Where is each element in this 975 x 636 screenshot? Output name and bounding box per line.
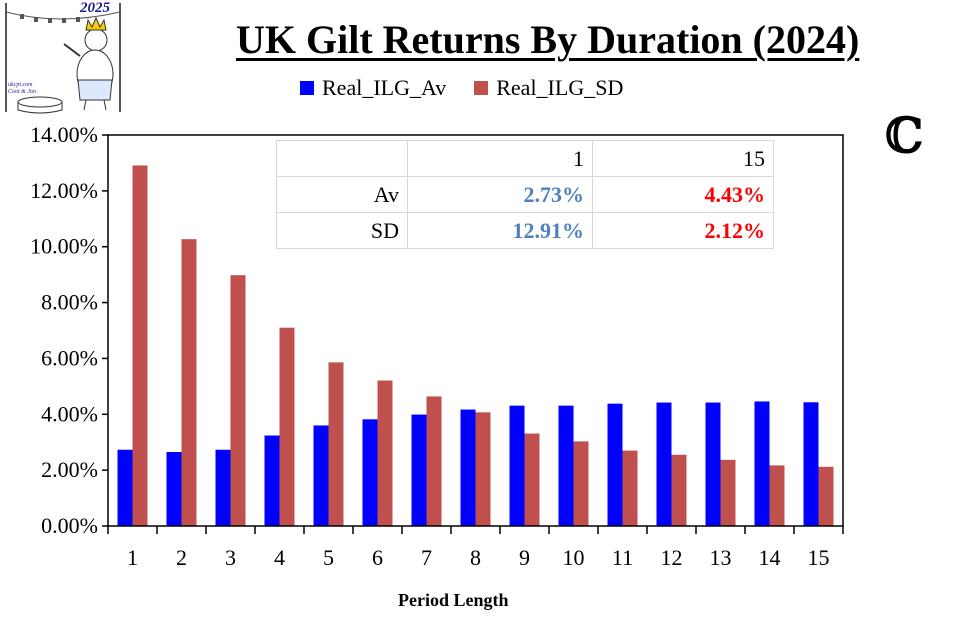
x-tick-label: 12 [661, 545, 683, 570]
bar-av-14 [755, 401, 770, 526]
x-tick-label: 4 [274, 545, 285, 570]
x-tick-label: 5 [323, 545, 334, 570]
bar-av-12 [657, 403, 672, 526]
bar-sd-11 [623, 451, 638, 526]
bar-av-2 [167, 452, 182, 526]
bar-av-8 [461, 410, 476, 526]
bar-sd-7 [427, 396, 442, 526]
bar-av-7 [412, 415, 427, 526]
bar-sd-3 [231, 275, 246, 526]
bar-sd-13 [721, 460, 736, 526]
x-tick-label: 14 [759, 545, 781, 570]
y-tick-label: 0.00% [41, 513, 98, 538]
bar-sd-9 [525, 434, 540, 526]
x-tick-label: 7 [421, 545, 432, 570]
bar-sd-6 [378, 380, 393, 526]
bar-sd-15 [819, 467, 834, 526]
bar-sd-4 [280, 328, 295, 526]
bar-sd-12 [672, 455, 687, 526]
bar-av-3 [216, 450, 231, 526]
bar-av-11 [608, 404, 623, 526]
bar-sd-2 [182, 239, 197, 526]
x-tick-label: 13 [710, 545, 732, 570]
stats-av-1: 2.73% [408, 177, 593, 213]
stats-header-1: 1 [408, 141, 593, 177]
stats-row-av: Av 2.73% 4.43% [277, 177, 774, 213]
y-tick-label: 6.00% [41, 345, 98, 370]
bar-av-5 [314, 425, 329, 526]
bar-sd-8 [476, 412, 491, 526]
x-tick-label: 1 [127, 545, 138, 570]
stats-row-sd: SD 12.91% 2.12% [277, 213, 774, 249]
bar-sd-1 [133, 165, 148, 526]
x-tick-label: 3 [225, 545, 236, 570]
stats-header-15: 15 [593, 141, 774, 177]
x-axis-label: Period Length [398, 590, 509, 611]
y-tick-label: 2.00% [41, 457, 98, 482]
y-tick-label: 8.00% [41, 290, 98, 315]
bar-av-9 [510, 406, 525, 526]
stats-header-empty [277, 141, 408, 177]
x-tick-label: 15 [808, 545, 830, 570]
x-tick-label: 2 [176, 545, 187, 570]
stats-sd-1: 12.91% [408, 213, 593, 249]
x-tick-label: 6 [372, 545, 383, 570]
stats-sd-15: 2.12% [593, 213, 774, 249]
bar-sd-14 [770, 465, 785, 526]
stats-label-av: Av [277, 177, 408, 213]
bar-av-15 [804, 402, 819, 526]
x-tick-label: 10 [563, 545, 585, 570]
bar-av-10 [559, 406, 574, 526]
y-tick-label: 12.00% [30, 178, 98, 203]
bar-sd-10 [574, 441, 589, 526]
stats-header-row: 1 15 [277, 141, 774, 177]
bar-av-4 [265, 436, 280, 526]
stats-table: 1 15 Av 2.73% 4.43% SD 12.91% 2.12% [276, 140, 774, 249]
y-tick-label: 14.00% [30, 122, 98, 147]
stats-av-15: 4.43% [593, 177, 774, 213]
bar-sd-5 [329, 362, 344, 526]
bar-av-13 [706, 403, 721, 526]
bar-av-6 [363, 419, 378, 526]
x-tick-label: 9 [519, 545, 530, 570]
bar-av-1 [118, 450, 133, 526]
y-tick-label: 10.00% [30, 234, 98, 259]
x-tick-label: 8 [470, 545, 481, 570]
x-tick-label: 11 [612, 545, 633, 570]
y-tick-label: 4.00% [41, 401, 98, 426]
stats-label-sd: SD [277, 213, 408, 249]
